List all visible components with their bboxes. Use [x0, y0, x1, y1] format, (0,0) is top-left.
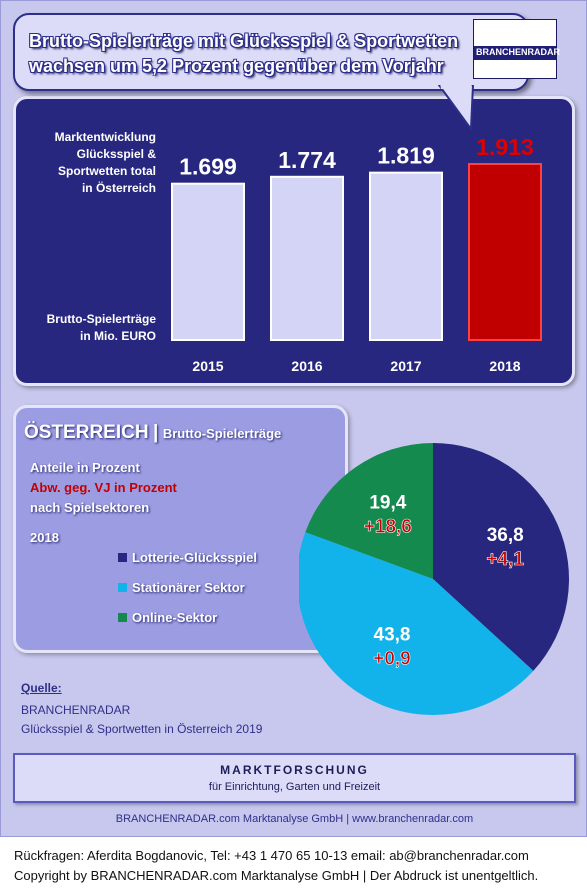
bar-chart: 1.699 2015 1.774 2016 1.819 2017 1.913 2018 [16, 99, 572, 383]
contact-info: Rückfragen: Aferdita Bogdanovic, Tel: +4… [14, 846, 538, 886]
x-tick-label: 2017 [390, 358, 421, 374]
source: Quelle: BRANCHENRADAR Glücksspiel & Spor… [21, 679, 262, 739]
legend-swatch [118, 553, 127, 562]
bubble-tail [437, 85, 477, 133]
infographic-frame: Brutto-Spielerträge mit Glücksspiel & Sp… [0, 0, 587, 837]
pie-change-label: +0,9 [373, 648, 411, 669]
desc-sectors: nach Spielsektoren [30, 498, 177, 518]
legend-item: Lotterie-Glücksspiel [118, 542, 257, 572]
legend-swatch [118, 613, 127, 622]
pie-change-label: +18,6 [364, 516, 412, 537]
title-separator: | [153, 422, 158, 443]
country-title: ÖSTERREICH [24, 422, 149, 443]
logo-text: BRANCHENRADAR [476, 47, 556, 57]
contact-line-2: Copyright by BRANCHENRADAR.com Marktanal… [14, 866, 538, 886]
bar-2018 [469, 164, 541, 340]
company-line: BRANCHENRADAR.com Marktanalyse GmbH | ww… [1, 813, 587, 825]
x-tick-label: 2018 [489, 358, 520, 374]
share-year: 2018 [30, 530, 59, 545]
footer-subtitle: für Einrichtung, Garten und Freizeit [15, 781, 574, 793]
share-heading: ÖSTERREICH | Brutto-Spielerträge [24, 422, 281, 444]
legend-swatch [118, 583, 127, 592]
pie-chart: 36,8 +4,1 43,8 +0,9 19,4 +18,6 [299, 437, 579, 727]
source-label: Quelle: [21, 679, 262, 698]
legend-label: Lotterie-Glücksspiel [132, 550, 257, 565]
legend-label: Stationärer Sektor [132, 580, 245, 595]
pie-share-label: 19,4 [369, 492, 406, 513]
legend-label: Online-Sektor [132, 610, 217, 625]
bar-2017 [370, 173, 442, 340]
bar-2016 [271, 177, 343, 340]
headline-line-1: Brutto-Spielerträge mit Glücksspiel & Sp… [29, 29, 469, 54]
share-panel: ÖSTERREICH | Brutto-Spielerträge Anteile… [13, 405, 348, 653]
share-description: Anteile in Prozent Abw. geg. VJ in Proze… [30, 458, 177, 518]
share-subtitle: Brutto-Spielerträge [163, 426, 281, 441]
pie-legend: Lotterie-Glücksspiel Stationärer Sektor On… [118, 542, 257, 632]
contact-line-1: Rückfragen: Aferdita Bogdanovic, Tel: +4… [14, 846, 538, 866]
bar-value-label: 1.819 [377, 143, 435, 169]
footer-title: MARKTFORSCHUNG [15, 763, 574, 777]
headline: Brutto-Spielerträge mit Glücksspiel & Sp… [29, 29, 469, 79]
bar-value-label: 1.699 [179, 154, 237, 180]
pie-share-label: 43,8 [374, 624, 411, 645]
desc-change: Abw. geg. VJ in Prozent [30, 478, 177, 498]
pie-change-label: +4,1 [486, 549, 524, 570]
headline-line-2: wachsen um 5,2 Prozent gegenüber dem Vor… [29, 54, 469, 79]
legend-item: Stationärer Sektor [118, 572, 257, 602]
source-line-2: Glücksspiel & Sportwetten in Österreich … [21, 720, 262, 739]
pie-share-label: 36,8 [487, 525, 524, 546]
bar-2015 [172, 184, 244, 340]
headline-bubble: Brutto-Spielerträge mit Glücksspiel & Sp… [13, 13, 529, 91]
source-line-1: BRANCHENRADAR [21, 701, 262, 720]
bar-value-label: 1.913 [476, 134, 534, 160]
branchenradar-logo: BRANCHENRADAR [473, 19, 557, 79]
x-tick-label: 2016 [291, 358, 322, 374]
market-chart-panel: Marktentwicklung Glücksspiel & Sportwett… [13, 96, 575, 386]
bar-value-label: 1.774 [278, 147, 336, 173]
legend-item: Online-Sektor [118, 602, 257, 632]
footer-banner: MARKTFORSCHUNG für Einrichtung, Garten u… [13, 753, 576, 803]
desc-shares: Anteile in Prozent [30, 458, 177, 478]
x-tick-label: 2015 [192, 358, 223, 374]
